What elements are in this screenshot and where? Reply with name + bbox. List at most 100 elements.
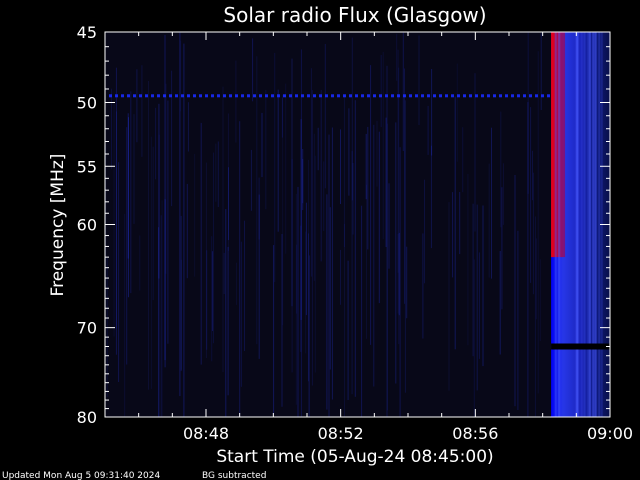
noise-stripe (540, 33, 542, 111)
interference-dot (313, 94, 316, 98)
noise-stripe (539, 259, 541, 341)
burst-streak (583, 32, 586, 417)
noise-stripe (291, 159, 293, 373)
interference-dot (175, 94, 178, 98)
noise-stripe (343, 96, 345, 248)
interference-dot (331, 94, 334, 98)
interference-dot (301, 94, 304, 98)
interference-dot (109, 94, 112, 98)
y-tick-label: 50 (77, 94, 97, 113)
burst-streak (557, 32, 560, 417)
noise-stripe (164, 199, 166, 368)
burst-streak (592, 32, 595, 417)
interference-dot (481, 94, 484, 98)
noise-stripe (472, 203, 474, 357)
noise-stripe (344, 223, 345, 417)
interference-dot (289, 94, 292, 98)
noise-stripe (124, 213, 126, 417)
noise-stripe (252, 38, 254, 102)
x-axis-label: Start Time (05-Aug-24 08:45:00) (216, 447, 493, 467)
interference-dot (229, 94, 232, 98)
noise-stripe (240, 241, 242, 387)
noise-stripe (324, 44, 326, 189)
noise-stripe (265, 89, 267, 210)
interference-dot (547, 94, 550, 98)
noise-stripe (111, 88, 112, 169)
noise-stripe (206, 250, 208, 350)
noise-stripe (534, 216, 536, 417)
noise-stripe (236, 262, 237, 305)
noise-stripe (380, 55, 382, 127)
noise-stripe (537, 51, 539, 394)
noise-stripe (387, 123, 388, 411)
y-tick-label: 55 (77, 157, 97, 176)
noise-stripe (186, 183, 188, 279)
burst-streak (593, 32, 596, 417)
interference-dot (181, 94, 184, 98)
noise-stripe (113, 103, 115, 337)
noise-stripe (331, 127, 333, 400)
noise-stripe (326, 194, 328, 410)
burst-streak (580, 32, 583, 417)
interference-dot (457, 94, 460, 98)
interference-dot (367, 94, 370, 98)
noise-stripe (430, 145, 432, 249)
noise-stripe (291, 58, 293, 307)
noise-stripe (459, 192, 461, 255)
noise-stripe (274, 52, 276, 283)
interference-dot (145, 94, 148, 98)
interference-dot (265, 94, 268, 98)
x-tick-label: 08:56 (452, 424, 498, 443)
noise-stripe (474, 73, 476, 232)
interference-dot (283, 94, 286, 98)
noise-stripe (305, 202, 307, 316)
y-tick-label: 60 (77, 216, 97, 235)
noise-stripe (158, 134, 160, 417)
noise-stripe (348, 108, 350, 196)
noise-stripe (128, 117, 129, 298)
noise-stripe (126, 127, 128, 365)
interference-dot (523, 94, 526, 98)
burst-streak (574, 32, 577, 417)
interference-dot (169, 94, 172, 98)
noise-stripe (258, 177, 260, 240)
noise-stripe (404, 100, 406, 393)
interference-dot (271, 94, 274, 98)
noise-stripe (418, 35, 420, 125)
noise-stripe (194, 153, 196, 277)
interference-dot (325, 94, 328, 98)
interference-dot (451, 94, 454, 98)
noise-stripe (215, 143, 217, 202)
noise-stripe (165, 83, 167, 274)
noise-stripe (530, 107, 532, 283)
noise-stripe (310, 68, 312, 277)
noise-stripe (317, 127, 319, 171)
noise-stripe (527, 32, 529, 194)
noise-stripe (354, 100, 356, 397)
noise-stripe (183, 43, 185, 417)
y-axis-label: Frequency [MHz] (48, 154, 68, 297)
interference-dot (427, 94, 430, 98)
burst-streak (576, 32, 579, 417)
noise-stripe (223, 252, 225, 294)
y-tick-label: 45 (77, 23, 97, 42)
interference-dot (139, 94, 142, 98)
noise-stripe (225, 209, 227, 417)
noise-stripe (308, 233, 309, 382)
background-noise (105, 32, 542, 418)
x-tick-label: 09:00 (587, 424, 633, 443)
interference-dot (187, 94, 190, 98)
noise-stripe (296, 244, 298, 314)
interference-dot (529, 94, 532, 98)
noise-stripe (127, 113, 129, 259)
interference-dot (121, 94, 124, 98)
noise-stripe (402, 32, 404, 152)
x-axis: 08:48 08:52 08:56 09:00 (104, 32, 633, 443)
noise-stripe (180, 40, 182, 112)
noise-stripe (482, 205, 484, 367)
noise-stripe (302, 149, 304, 211)
noise-stripe (160, 215, 162, 417)
noise-stripe (281, 234, 283, 407)
burst-streak (589, 32, 591, 417)
